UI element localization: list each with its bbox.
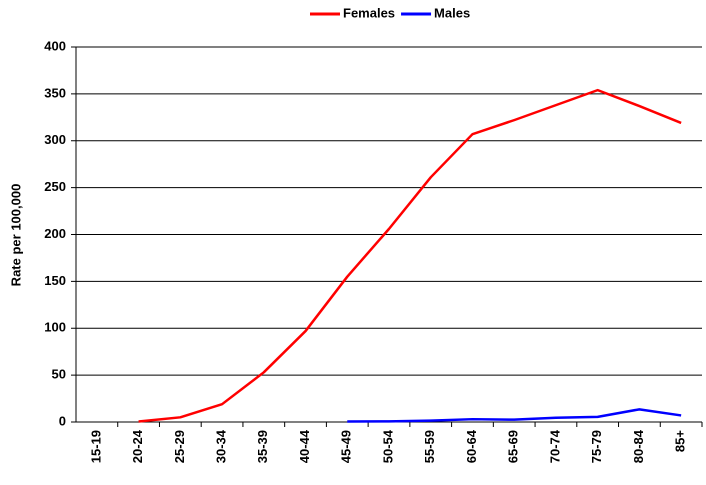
y-tick-label: 250 bbox=[44, 179, 66, 194]
series-line bbox=[138, 88, 682, 423]
y-tick-label: 350 bbox=[44, 85, 66, 100]
x-tick-label: 50-54 bbox=[380, 429, 395, 463]
x-tick-label: 55-59 bbox=[422, 430, 437, 463]
x-tick-label: 20-24 bbox=[130, 429, 145, 463]
x-tick-label: 45-49 bbox=[339, 430, 354, 463]
x-tick-label: 30-34 bbox=[214, 429, 229, 463]
y-axis-label: Rate per 100,000 bbox=[8, 184, 23, 287]
y-tick-label: 300 bbox=[44, 132, 66, 147]
x-tick-label: 40-44 bbox=[297, 429, 312, 463]
x-tick-label: 60-64 bbox=[464, 429, 479, 463]
y-tick-label: 100 bbox=[44, 320, 66, 335]
x-tick-label: 15-19 bbox=[88, 430, 103, 463]
series-line bbox=[347, 408, 682, 423]
x-tick-label: 35-39 bbox=[255, 430, 270, 463]
x-tick-label: 85+ bbox=[673, 430, 688, 452]
y-tick-label: 400 bbox=[44, 38, 66, 53]
x-tick-label: 80-84 bbox=[631, 429, 646, 463]
x-tick-label: 70-74 bbox=[547, 429, 562, 463]
legend-label: Females bbox=[343, 5, 395, 20]
legend-label: Males bbox=[434, 5, 470, 20]
y-tick-label: 0 bbox=[59, 413, 66, 428]
y-tick-label: 50 bbox=[52, 367, 66, 382]
x-tick-label: 25-29 bbox=[172, 430, 187, 463]
y-tick-label: 200 bbox=[44, 226, 66, 241]
y-tick-label: 150 bbox=[44, 273, 66, 288]
x-tick-label: 75-79 bbox=[589, 430, 604, 463]
x-tick-label: 65-69 bbox=[506, 430, 521, 463]
